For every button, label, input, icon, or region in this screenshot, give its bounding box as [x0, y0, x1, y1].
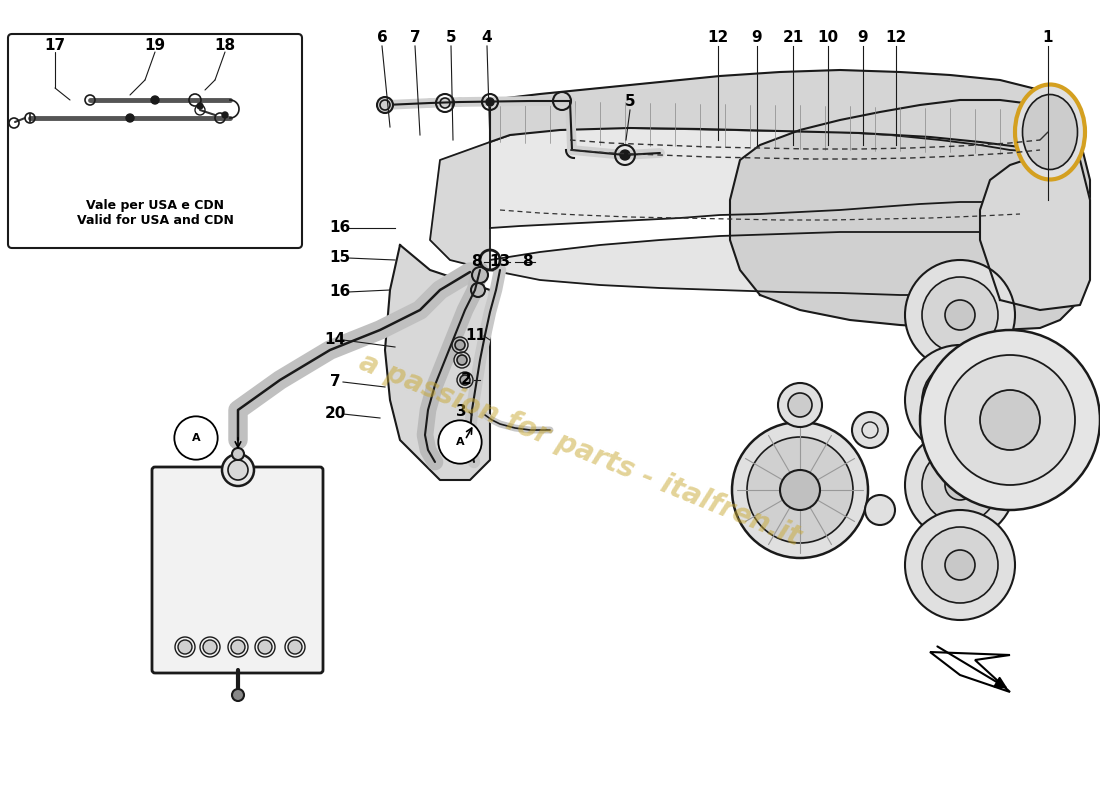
Text: A: A	[191, 433, 200, 443]
Text: 8: 8	[521, 254, 532, 270]
Circle shape	[778, 383, 822, 427]
Text: 13: 13	[490, 254, 510, 270]
Circle shape	[126, 114, 134, 122]
Circle shape	[905, 345, 1015, 455]
Text: 6: 6	[376, 30, 387, 46]
Circle shape	[456, 355, 468, 365]
Text: 14: 14	[324, 333, 345, 347]
Ellipse shape	[1023, 94, 1078, 170]
Circle shape	[460, 375, 470, 385]
Text: 8: 8	[471, 254, 482, 270]
Text: 2: 2	[461, 373, 472, 387]
Circle shape	[232, 689, 244, 701]
Circle shape	[922, 527, 998, 603]
Circle shape	[945, 385, 975, 415]
Polygon shape	[980, 150, 1090, 310]
Circle shape	[922, 277, 998, 353]
Text: 9: 9	[751, 30, 762, 46]
Text: A: A	[455, 437, 464, 447]
Polygon shape	[490, 128, 1060, 228]
Text: 5: 5	[625, 94, 636, 110]
Circle shape	[377, 97, 393, 113]
Polygon shape	[430, 142, 490, 270]
Circle shape	[865, 495, 895, 525]
Polygon shape	[490, 232, 1060, 295]
Ellipse shape	[1015, 85, 1085, 179]
Circle shape	[905, 430, 1015, 540]
Circle shape	[258, 640, 272, 654]
Circle shape	[732, 422, 868, 558]
Text: 19: 19	[144, 38, 166, 54]
Text: 15: 15	[329, 250, 351, 266]
Text: 9: 9	[858, 30, 868, 46]
Text: 16: 16	[329, 221, 351, 235]
Circle shape	[288, 640, 302, 654]
Text: 21: 21	[782, 30, 804, 46]
Text: Vale per USA e CDN: Vale per USA e CDN	[86, 198, 224, 211]
Text: Valid for USA and CDN: Valid for USA and CDN	[77, 214, 233, 226]
Text: 3: 3	[455, 405, 466, 419]
Circle shape	[922, 362, 998, 438]
Circle shape	[222, 454, 254, 486]
Circle shape	[455, 340, 465, 350]
Text: 20: 20	[324, 406, 345, 422]
Circle shape	[920, 330, 1100, 510]
Text: 7: 7	[409, 30, 420, 46]
Circle shape	[945, 550, 975, 580]
Circle shape	[197, 103, 204, 109]
Polygon shape	[385, 245, 490, 480]
Text: 11: 11	[465, 329, 486, 343]
Circle shape	[178, 640, 192, 654]
Text: 12: 12	[886, 30, 906, 46]
Text: 10: 10	[817, 30, 838, 46]
FancyBboxPatch shape	[8, 34, 302, 248]
Text: 5: 5	[446, 30, 456, 46]
Circle shape	[922, 447, 998, 523]
Circle shape	[231, 640, 245, 654]
Circle shape	[905, 260, 1015, 370]
Text: a passion for parts - italfren.it: a passion for parts - italfren.it	[355, 348, 805, 552]
Circle shape	[228, 460, 248, 480]
Text: 4: 4	[482, 30, 493, 46]
Circle shape	[788, 393, 812, 417]
Text: 12: 12	[707, 30, 728, 46]
Circle shape	[945, 355, 1075, 485]
Circle shape	[945, 300, 975, 330]
Circle shape	[747, 437, 852, 543]
Circle shape	[945, 470, 975, 500]
Text: 17: 17	[44, 38, 66, 54]
FancyBboxPatch shape	[152, 467, 323, 673]
Circle shape	[780, 470, 820, 510]
Circle shape	[151, 96, 160, 104]
Circle shape	[232, 448, 244, 460]
Text: 1: 1	[1043, 30, 1054, 46]
Text: 16: 16	[329, 285, 351, 299]
Polygon shape	[930, 652, 1010, 692]
Circle shape	[980, 390, 1040, 450]
Circle shape	[852, 412, 888, 448]
Circle shape	[620, 150, 630, 160]
Text: 18: 18	[214, 38, 235, 54]
Text: 7: 7	[330, 374, 340, 390]
Circle shape	[204, 640, 217, 654]
Circle shape	[905, 510, 1015, 620]
Polygon shape	[730, 100, 1090, 330]
Polygon shape	[490, 70, 1060, 155]
Circle shape	[486, 98, 494, 106]
Circle shape	[222, 112, 228, 118]
Text: eu: eu	[163, 517, 317, 623]
